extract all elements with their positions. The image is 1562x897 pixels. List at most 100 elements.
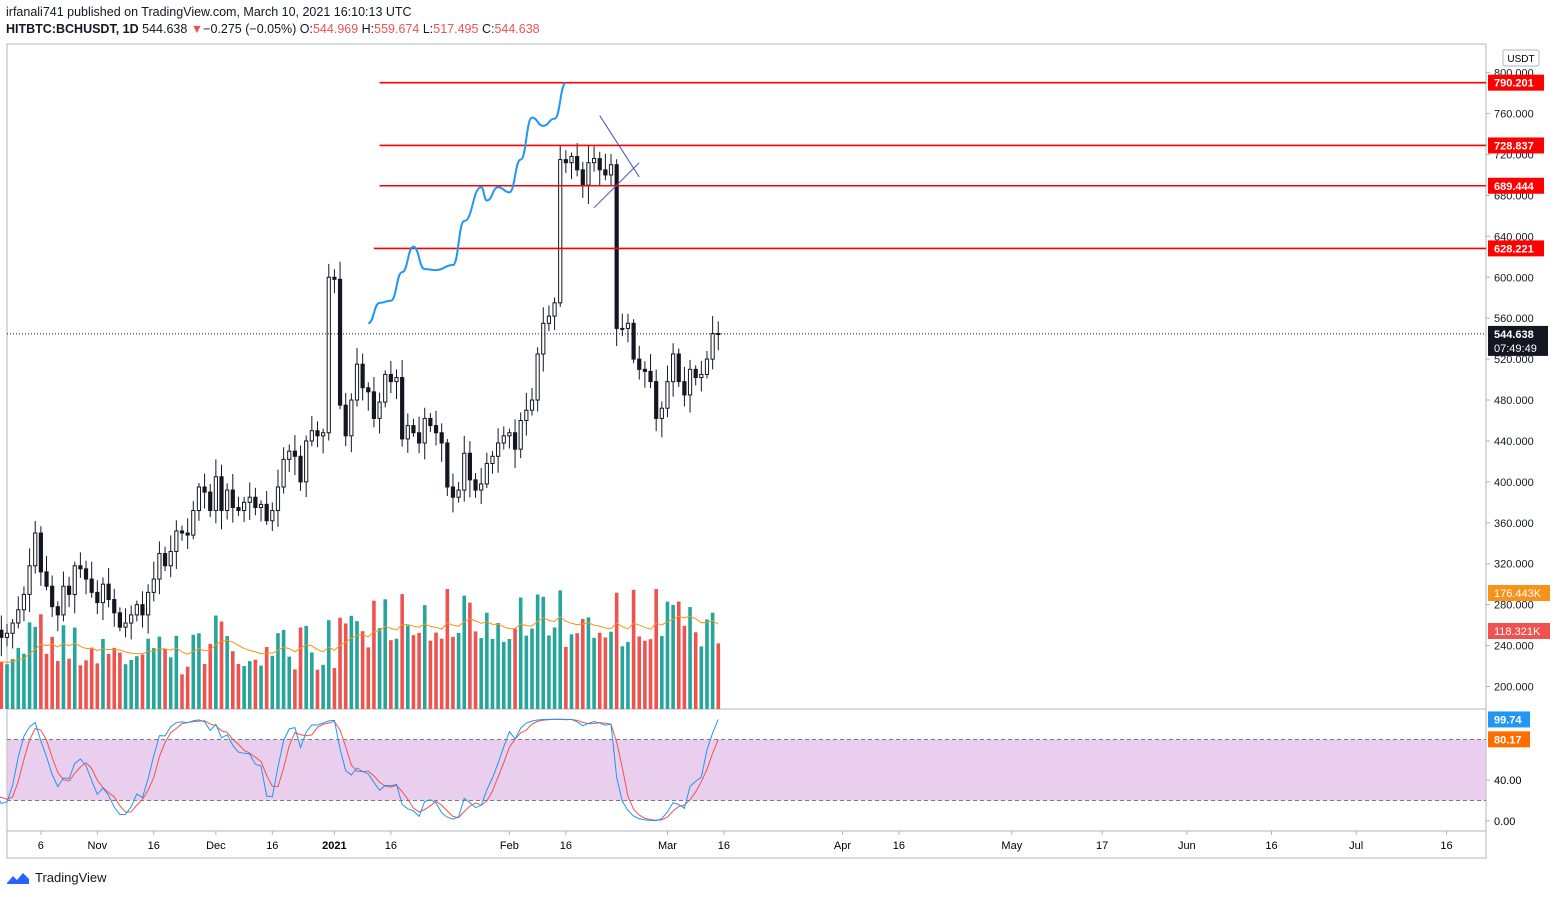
volume-bar xyxy=(50,636,54,709)
volume-bar xyxy=(304,625,308,709)
volume-bar xyxy=(552,627,557,709)
volume-bar xyxy=(157,636,162,709)
candle-body xyxy=(484,462,489,485)
volume-bar xyxy=(569,634,574,709)
footer: TradingView xyxy=(6,870,107,885)
time-tick-label: Nov xyxy=(88,840,108,852)
time-tick-label: Apr xyxy=(834,840,851,852)
close-value: 544.638 xyxy=(494,22,540,36)
candle-body xyxy=(676,353,681,383)
volume-bar xyxy=(140,654,145,709)
candle-body xyxy=(422,417,427,444)
time-tick-label: 16 xyxy=(1440,840,1452,852)
volume-bar xyxy=(197,633,201,709)
close-label: C: xyxy=(481,22,495,36)
volume-bar xyxy=(146,638,150,709)
price-change: −0.275 (−0.05%) xyxy=(203,22,297,36)
candle-body xyxy=(569,156,574,164)
last-price: 544.638 xyxy=(142,22,188,36)
volume-bar xyxy=(16,647,21,709)
volume-bar xyxy=(112,647,117,709)
candle-body xyxy=(241,501,247,512)
time-tick-label: 16 xyxy=(560,840,572,852)
candle-body xyxy=(298,455,303,483)
candle-body xyxy=(157,552,162,580)
candle-body xyxy=(196,486,202,512)
candle-body xyxy=(456,489,461,498)
volume-bar xyxy=(671,604,675,709)
time-tick-label: 16 xyxy=(148,840,160,852)
candle-body xyxy=(648,370,653,383)
candle-body xyxy=(625,322,631,329)
candle-body xyxy=(247,496,252,503)
candle-body xyxy=(83,568,89,580)
candle-body xyxy=(687,368,693,396)
candle-body xyxy=(162,552,168,567)
volume-bar xyxy=(276,633,280,709)
stoch-k-line xyxy=(0,718,719,822)
volume-bar xyxy=(191,634,196,709)
time-tick-label: Dec xyxy=(206,840,226,852)
volume-bar xyxy=(242,666,246,709)
candle-body xyxy=(462,452,467,491)
candle-body xyxy=(112,599,117,614)
chart-header: irfanali741 published on TradingView.com… xyxy=(6,4,540,38)
candle-body xyxy=(264,503,269,522)
volume-bar xyxy=(445,589,450,709)
time-tick-label: Jul xyxy=(1349,840,1363,852)
candle-body xyxy=(580,169,585,186)
candle-body xyxy=(704,358,710,375)
volume-bar xyxy=(33,626,38,709)
volume-bar xyxy=(614,592,619,709)
open-value: 544.969 xyxy=(312,22,359,36)
volume-bar xyxy=(660,636,664,709)
volume-bar xyxy=(626,641,630,709)
candle-body xyxy=(44,571,49,587)
candle-body xyxy=(117,612,123,628)
candle-body xyxy=(665,381,670,409)
volume-bar xyxy=(326,620,331,709)
volume-bar xyxy=(564,646,568,709)
volume-bar xyxy=(597,632,602,709)
volume-bar xyxy=(281,629,286,709)
volume-bar xyxy=(27,622,32,709)
candle-body xyxy=(366,387,371,393)
candle-body xyxy=(61,585,66,616)
volume-bar xyxy=(84,660,88,709)
volume-bar xyxy=(439,638,444,709)
volume-bar xyxy=(501,641,506,709)
candle-body xyxy=(591,158,597,164)
tradingview-logo-icon[interactable] xyxy=(6,871,30,885)
candle-body xyxy=(191,510,196,536)
candle-body xyxy=(400,377,405,440)
volume-bar xyxy=(208,643,213,709)
candle-body xyxy=(10,622,15,634)
candle-body xyxy=(416,432,422,444)
volume-bar xyxy=(513,628,517,709)
volume-bar xyxy=(44,653,49,709)
volume-bar xyxy=(603,637,608,709)
volume-bar xyxy=(507,639,512,709)
candle-body xyxy=(586,162,591,186)
volume-bar xyxy=(535,594,540,709)
candle-body xyxy=(230,489,235,508)
candle-body xyxy=(219,476,224,512)
volume-bar xyxy=(185,666,190,709)
volume-bar xyxy=(360,631,365,709)
candle-body xyxy=(185,532,190,536)
volume-bar xyxy=(310,652,314,709)
symbol-label[interactable]: HITBTC:BCHUSDT, 1D xyxy=(6,22,139,36)
resistance-label: 728.837 xyxy=(1494,140,1534,152)
candle-body xyxy=(100,583,106,604)
candle-body xyxy=(354,363,360,401)
candle-body xyxy=(134,604,139,616)
tradingview-brand[interactable]: TradingView xyxy=(35,870,107,885)
candle-body xyxy=(38,532,43,573)
volume-bar xyxy=(405,625,410,709)
candle-body xyxy=(72,565,77,595)
candle-body xyxy=(394,377,399,383)
volume-bar xyxy=(236,664,241,709)
volume-bar xyxy=(688,607,692,709)
time-tick-label: 16 xyxy=(893,840,905,852)
